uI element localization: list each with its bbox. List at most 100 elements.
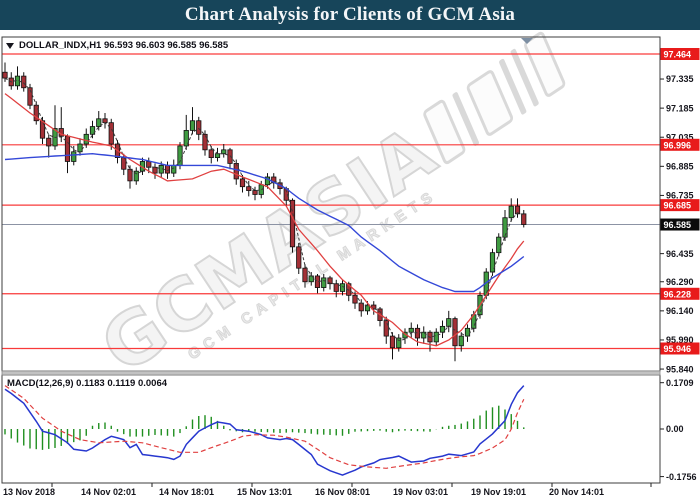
- candle-body: [496, 236, 502, 254]
- candle-body: [77, 143, 83, 153]
- candle-body: [433, 331, 439, 343]
- candle-body: [127, 168, 133, 182]
- price-tick-label: 95.840: [666, 364, 694, 374]
- macd-plot-area[interactable]: [2, 375, 660, 483]
- candle-body: [183, 130, 189, 147]
- price-tick-label: 95.990: [666, 335, 694, 345]
- price-tick-label: 97.035: [666, 132, 694, 142]
- candle-body: [121, 157, 127, 170]
- candle-body: [21, 75, 27, 89]
- candle-body: [133, 170, 139, 182]
- price-tick-label: 96.885: [666, 162, 694, 172]
- level-price-label-bg: [660, 48, 700, 60]
- price-scale[interactable]: 97.335 97.185 97.035 96.885 96.735 96.435 96.2…: [660, 48, 700, 374]
- candle-body: [346, 283, 352, 296]
- price-tick-label: 96.140: [666, 306, 694, 316]
- candle-body: [439, 325, 446, 333]
- candle-body: [89, 126, 96, 135]
- candle-body: [502, 217, 508, 238]
- candle-body: [321, 277, 327, 288]
- candle-body: [108, 122, 114, 145]
- macd-signal-line: [4, 385, 525, 469]
- candle-body: [352, 294, 358, 304]
- level-price-label: 96.228: [664, 289, 692, 299]
- candle-body: [458, 335, 464, 347]
- candle-body: [202, 133, 208, 151]
- macd-tick-label: 0.00: [666, 424, 684, 434]
- candle-body: [396, 337, 402, 349]
- candle-body: [464, 327, 471, 337]
- price-tick-label: 96.435: [666, 249, 694, 259]
- candle-body: [227, 149, 233, 164]
- candle-body: [27, 87, 33, 106]
- candle-body: [371, 304, 377, 310]
- time-tick-label: 15 Nov 13:01: [237, 487, 292, 497]
- page-title: Chart Analysis for Clients of GCM Asia: [184, 4, 516, 25]
- candle-body: [258, 184, 264, 195]
- level-price-label-bg: [660, 199, 700, 212]
- current-price-label: 96.585: [664, 220, 692, 230]
- candle-body: [327, 277, 333, 285]
- candle-body: [252, 190, 258, 195]
- ma-blue-line: [4, 152, 525, 293]
- candles: [2, 62, 527, 362]
- candle-body: [152, 166, 158, 174]
- candle-body: [333, 283, 339, 292]
- candle-body: [177, 145, 183, 166]
- candle-body: [489, 252, 496, 273]
- level-price-label: 96.685: [664, 201, 692, 211]
- level-price-label: 95.946: [664, 344, 692, 354]
- candle-body: [383, 320, 389, 337]
- time-scale[interactable]: 13 Nov 2018 14 Nov 02:01 14 Nov 18:01 15 No…: [3, 483, 652, 497]
- title-bar: Chart Analysis for Clients of GCM Asia: [0, 0, 700, 30]
- time-tick-label: 14 Nov 02:01: [81, 487, 136, 497]
- time-tick-label: 16 Nov 08:01: [315, 487, 370, 497]
- candle-body: [446, 318, 452, 327]
- candle-body: [508, 205, 514, 219]
- candle-body: [208, 149, 214, 158]
- level-price-label-bg: [660, 287, 700, 300]
- price-tick-label: 96.735: [666, 191, 694, 201]
- main-plot-area[interactable]: [2, 37, 660, 371]
- macd-tick-label: -0.1756: [666, 472, 697, 482]
- candle-body: [408, 327, 414, 333]
- time-tick-label: 19 Nov 03:01: [393, 487, 448, 497]
- candle-body: [296, 246, 302, 269]
- price-tick-label: 97.185: [666, 103, 694, 113]
- time-tick-label: 13 Nov 2018: [3, 487, 55, 497]
- candle-body: [71, 151, 77, 162]
- candle-body: [302, 267, 308, 283]
- candle-body: [264, 176, 271, 186]
- candle-body: [102, 118, 108, 124]
- candle-body: [96, 118, 102, 127]
- time-tick-label: 20 Nov 14:01: [549, 487, 604, 497]
- candle-body: [164, 164, 171, 174]
- candle-body: [364, 304, 371, 312]
- macd-tick-label: 0.1709: [666, 378, 694, 388]
- candle-body: [64, 135, 71, 162]
- candle-body: [289, 199, 296, 248]
- level-price-label: 97.464: [664, 50, 692, 60]
- macd-histogram: [4, 405, 525, 450]
- level-price-label-bg: [660, 342, 700, 355]
- price-tick-label: 97.335: [666, 74, 694, 84]
- candle-body: [389, 335, 396, 349]
- candle-body: [39, 120, 46, 139]
- candle-body: [214, 153, 221, 158]
- level-price-label-bg: [660, 138, 700, 151]
- candle-body: [46, 137, 52, 147]
- candle-body: [83, 133, 89, 145]
- panel-splitter[interactable]: [1, 370, 661, 376]
- macd-scale[interactable]: 0.1709 0.00 -0.1756: [660, 378, 697, 482]
- candle-body: [2, 71, 8, 79]
- candle-body: [196, 120, 202, 135]
- price-tick-label: 96.290: [666, 277, 694, 287]
- candle-body: [171, 164, 177, 174]
- candle-body: [189, 120, 196, 131]
- candle-body: [233, 163, 239, 180]
- candle-body: [246, 186, 252, 191]
- candle-body: [221, 149, 227, 155]
- ma-red-line: [4, 93, 525, 347]
